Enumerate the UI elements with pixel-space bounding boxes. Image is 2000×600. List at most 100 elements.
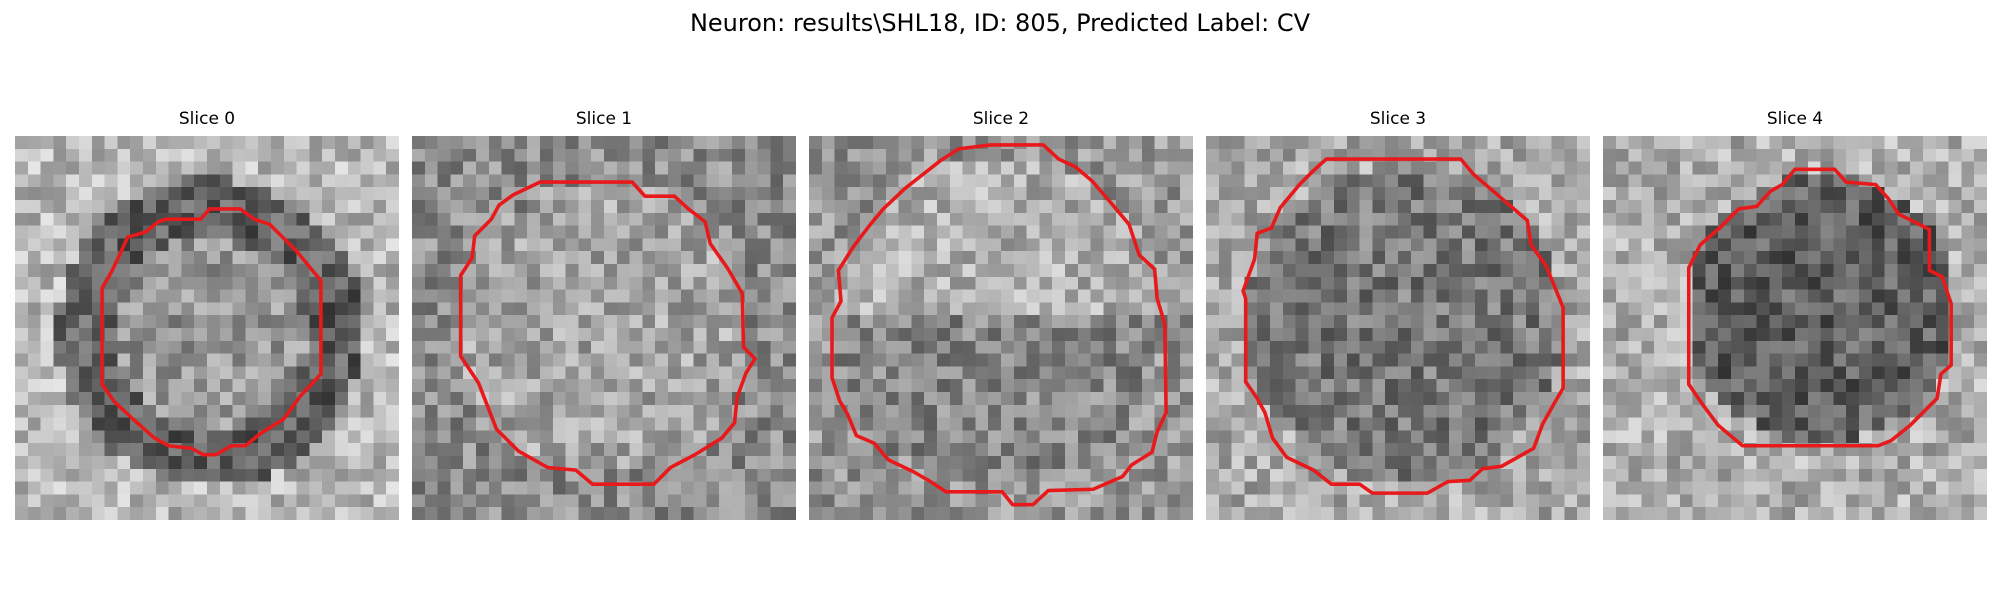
pixel	[1871, 302, 1885, 316]
pixel	[744, 392, 758, 406]
pixel	[1423, 251, 1437, 265]
pixel	[1795, 366, 1809, 380]
pixel	[1487, 340, 1501, 354]
pixel	[1628, 161, 1642, 175]
pixel	[719, 507, 733, 520]
pixel	[1001, 430, 1015, 444]
pixel	[181, 174, 195, 188]
pixel	[911, 251, 925, 265]
pixel	[655, 366, 669, 380]
pixel	[527, 187, 541, 201]
pixel	[911, 379, 925, 393]
pixel	[860, 315, 874, 329]
pixel	[373, 443, 387, 457]
pixel	[1474, 353, 1488, 367]
pixel	[1013, 315, 1027, 329]
pixel	[1244, 340, 1258, 354]
pixel	[1295, 443, 1309, 457]
pixel	[1436, 340, 1450, 354]
pixel	[1667, 340, 1681, 354]
pixel	[488, 392, 502, 406]
pixel	[1001, 187, 1015, 201]
pixel	[1167, 225, 1181, 239]
pixel	[744, 456, 758, 470]
pixel	[1910, 289, 1924, 303]
pixel	[527, 340, 541, 354]
pixel	[642, 238, 656, 252]
pixel	[1948, 443, 1962, 457]
pixel	[476, 289, 490, 303]
pixel	[1513, 238, 1527, 252]
pixel	[373, 340, 387, 354]
pixel	[168, 392, 182, 406]
pixel	[1705, 315, 1719, 329]
pixel	[1833, 328, 1847, 342]
pixel	[40, 264, 54, 278]
pixel	[1103, 494, 1117, 508]
pixel	[283, 187, 297, 201]
pixel	[924, 264, 938, 278]
pixel	[629, 494, 643, 508]
pixel	[79, 212, 93, 226]
pixel	[40, 392, 54, 406]
pixel	[66, 212, 80, 226]
pixel	[1782, 379, 1796, 393]
pixel	[1141, 353, 1155, 367]
pixel	[937, 302, 951, 316]
pixel	[1103, 225, 1117, 239]
pixel	[424, 494, 438, 508]
pixel	[1436, 161, 1450, 175]
pixel	[1180, 289, 1193, 303]
pixel	[578, 276, 592, 290]
pixel	[1449, 392, 1463, 406]
pixel	[1077, 264, 1091, 278]
pixel	[1910, 148, 1924, 162]
pixel	[476, 430, 490, 444]
pixel	[1679, 366, 1693, 380]
pixel	[873, 379, 887, 393]
pixel	[937, 315, 951, 329]
pixel	[53, 353, 67, 367]
pixel	[809, 174, 823, 188]
pixel	[1423, 174, 1437, 188]
pixel	[1718, 187, 1732, 201]
pixel	[1026, 187, 1040, 201]
pixel	[1090, 200, 1104, 214]
pixel	[1820, 417, 1834, 431]
pixel	[1129, 328, 1143, 342]
pixel	[540, 507, 554, 520]
pixel	[1308, 417, 1322, 431]
pixel	[412, 379, 426, 393]
pixel	[1385, 225, 1399, 239]
pixel	[1334, 276, 1348, 290]
pixel	[1487, 507, 1501, 520]
pixel	[1346, 340, 1360, 354]
pixel	[373, 187, 387, 201]
pixel	[975, 507, 989, 520]
pixel	[1782, 225, 1796, 239]
pixel	[232, 251, 246, 265]
pixel	[15, 379, 29, 393]
pixel	[322, 315, 336, 329]
pixel	[424, 456, 438, 470]
pixel	[1577, 468, 1590, 482]
pixel	[322, 366, 336, 380]
pixel	[1884, 148, 1898, 162]
pixel	[821, 161, 835, 175]
pixel	[924, 187, 938, 201]
pixel	[1474, 392, 1488, 406]
pixel	[232, 494, 246, 508]
pixel	[1052, 481, 1066, 495]
pixel	[168, 417, 182, 431]
pixel	[232, 225, 246, 239]
pixel	[1321, 366, 1335, 380]
pixel	[1807, 315, 1821, 329]
pixel	[732, 456, 746, 470]
pixel	[1410, 161, 1424, 175]
pixel	[540, 366, 554, 380]
pixel	[629, 315, 643, 329]
pixel	[1474, 136, 1488, 150]
pixel	[873, 187, 887, 201]
pixel	[271, 187, 285, 201]
pixel	[1628, 404, 1642, 418]
